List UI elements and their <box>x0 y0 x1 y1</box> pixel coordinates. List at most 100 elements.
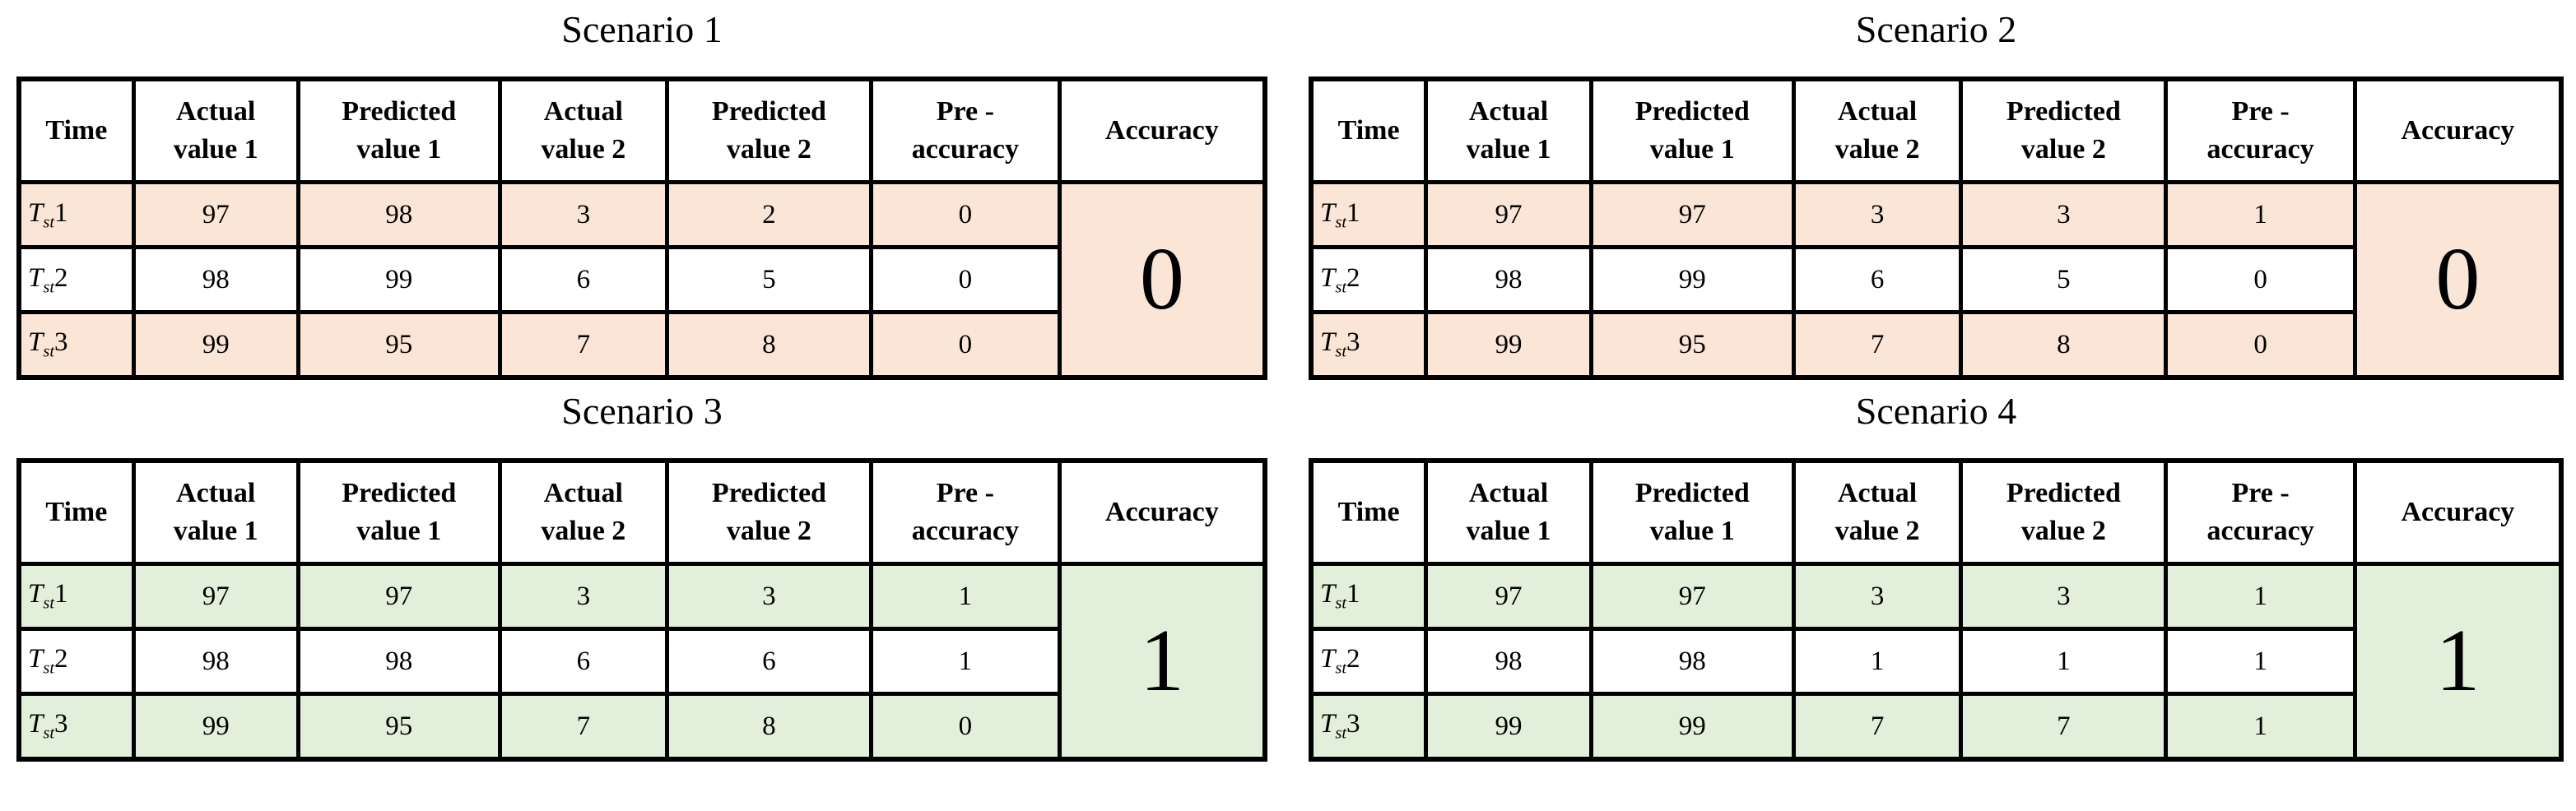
cell: 99 <box>1424 692 1593 762</box>
table-row: Tst1 97 97 3 3 1 1 <box>16 562 1267 762</box>
cell: 0 <box>869 692 1062 762</box>
table-row: Tst1 97 97 3 3 1 1 <box>1309 562 2564 762</box>
row-label: Tst3 <box>1309 310 1429 380</box>
table-row: Tst2 98 98 6 6 1 <box>16 627 1265 697</box>
row-label: Tst3 <box>16 692 136 762</box>
cell: 1 <box>2164 627 2357 697</box>
accuracy-value: 0 <box>2352 180 2564 380</box>
table-row: Tst2 98 99 6 5 0 <box>1309 245 2561 315</box>
cell: 1 <box>2164 692 2357 762</box>
cell: 97 <box>131 180 300 250</box>
row-label: Tst1 <box>1309 180 1429 250</box>
cell: 3 <box>1959 180 2169 250</box>
scenario-3: Scenario 3 Time Actual value 1 Predicted v… <box>16 387 1267 762</box>
cell: 6 <box>497 245 669 315</box>
col-header-actual-1: Actual value 1 <box>131 458 300 567</box>
cell: 8 <box>664 310 874 380</box>
col-header-accuracy: Accuracy <box>2352 458 2564 567</box>
cell: 6 <box>664 627 874 697</box>
cell: 5 <box>664 245 874 315</box>
scenario-1-table: Time Actual value 1 Predicted value 1 Actu… <box>16 76 1267 380</box>
col-header-actual-1: Actual value 1 <box>1424 76 1593 185</box>
cell: 95 <box>295 310 502 380</box>
scenario-4-title: Scenario 4 <box>1855 389 2017 432</box>
table-row: Tst1 97 97 3 3 1 0 <box>1309 180 2564 380</box>
col-header-predicted-2: Predicted value 2 <box>664 458 874 567</box>
col-header-predicted-1: Predicted value 1 <box>295 458 502 567</box>
cell: 97 <box>1588 562 1796 632</box>
cell: 99 <box>1588 245 1796 315</box>
cell: 3 <box>497 562 669 632</box>
table-row: Tst3 99 95 7 8 0 <box>16 692 1265 762</box>
scenario-4-table: Time Actual value 1 Predicted value 1 Actu… <box>1309 457 2564 762</box>
cell: 8 <box>664 692 874 762</box>
col-header-actual-2: Actual value 2 <box>497 76 669 185</box>
col-header-accuracy: Accuracy <box>1057 76 1267 185</box>
cell: 7 <box>1791 692 1964 762</box>
row-label: Tst2 <box>16 627 136 697</box>
scenario-4: Scenario 4 Time Actual value 1 Predicted v… <box>1309 387 2564 762</box>
col-header-pre-accuracy: Pre - accuracy <box>2164 458 2357 567</box>
col-header-predicted-1: Predicted value 1 <box>295 76 502 185</box>
header-row: Time Actual value 1 Predicted value 1 Actu… <box>16 76 1267 185</box>
cell: 3 <box>497 180 669 250</box>
row-label: Tst2 <box>1309 627 1429 697</box>
col-header-predicted-1: Predicted value 1 <box>1588 76 1796 185</box>
table-row: Tst3 99 99 7 7 1 <box>1309 692 2561 762</box>
scenario-1: Scenario 1 Time Actual value 1 Predicted v… <box>16 5 1267 380</box>
cell: 98 <box>1424 245 1593 315</box>
cell: 0 <box>869 310 1062 380</box>
cell: 99 <box>1424 310 1593 380</box>
cell: 98 <box>295 627 502 697</box>
cell: 2 <box>664 180 874 250</box>
col-header-time: Time <box>16 458 136 567</box>
table-row: Tst3 99 95 7 8 0 <box>16 310 1265 380</box>
cell: 98 <box>131 627 300 697</box>
cell: 97 <box>295 562 502 632</box>
cell: 7 <box>1791 310 1964 380</box>
cell: 99 <box>295 245 502 315</box>
scenario-2-title: Scenario 2 <box>1855 8 2017 50</box>
scenario-3-table: Time Actual value 1 Predicted value 1 Actu… <box>16 457 1267 762</box>
table-row: Tst3 99 95 7 8 0 <box>1309 310 2561 380</box>
col-header-predicted-2: Predicted value 2 <box>664 76 874 185</box>
cell: 8 <box>1959 310 2169 380</box>
cell: 1 <box>869 562 1062 632</box>
cell: 97 <box>131 562 300 632</box>
col-header-actual-2: Actual value 2 <box>1791 76 1964 185</box>
header-row: Time Actual value 1 Predicted value 1 Actu… <box>16 458 1267 567</box>
table-row: Tst2 98 98 1 1 1 <box>1309 627 2561 697</box>
col-header-predicted-2: Predicted value 2 <box>1959 76 2169 185</box>
col-header-actual-2: Actual value 2 <box>497 458 669 567</box>
col-header-time: Time <box>1309 458 1429 567</box>
accuracy-value: 1 <box>2352 562 2564 762</box>
scenario-3-title: Scenario 3 <box>561 389 723 432</box>
col-header-actual-1: Actual value 1 <box>131 76 300 185</box>
cell: 5 <box>1959 245 2169 315</box>
table-row: Tst2 98 99 6 5 0 <box>16 245 1265 315</box>
cell: 7 <box>497 692 669 762</box>
col-header-predicted-2: Predicted value 2 <box>1959 458 2169 567</box>
cell: 3 <box>1791 180 1964 250</box>
cell: 98 <box>1588 627 1796 697</box>
row-label: Tst3 <box>1309 692 1429 762</box>
cell: 99 <box>131 310 300 380</box>
cell: 6 <box>497 627 669 697</box>
cell: 1 <box>1791 627 1964 697</box>
cell: 3 <box>1791 562 1964 632</box>
col-header-actual-1: Actual value 1 <box>1424 458 1593 567</box>
col-header-predicted-1: Predicted value 1 <box>1588 458 1796 567</box>
cell: 7 <box>497 310 669 380</box>
col-header-pre-accuracy: Pre - accuracy <box>869 76 1062 185</box>
cell: 97 <box>1424 180 1593 250</box>
cell: 98 <box>295 180 502 250</box>
cell: 98 <box>1424 627 1593 697</box>
scenario-2: Scenario 2 Time Actual value 1 Predicted v… <box>1309 5 2564 380</box>
cell: 95 <box>295 692 502 762</box>
row-label: Tst2 <box>1309 245 1429 315</box>
accuracy-value: 1 <box>1057 562 1267 762</box>
col-header-pre-accuracy: Pre - accuracy <box>2164 76 2357 185</box>
row-label: Tst1 <box>16 180 136 250</box>
cell: 1 <box>869 627 1062 697</box>
row-label: Tst2 <box>16 245 136 315</box>
